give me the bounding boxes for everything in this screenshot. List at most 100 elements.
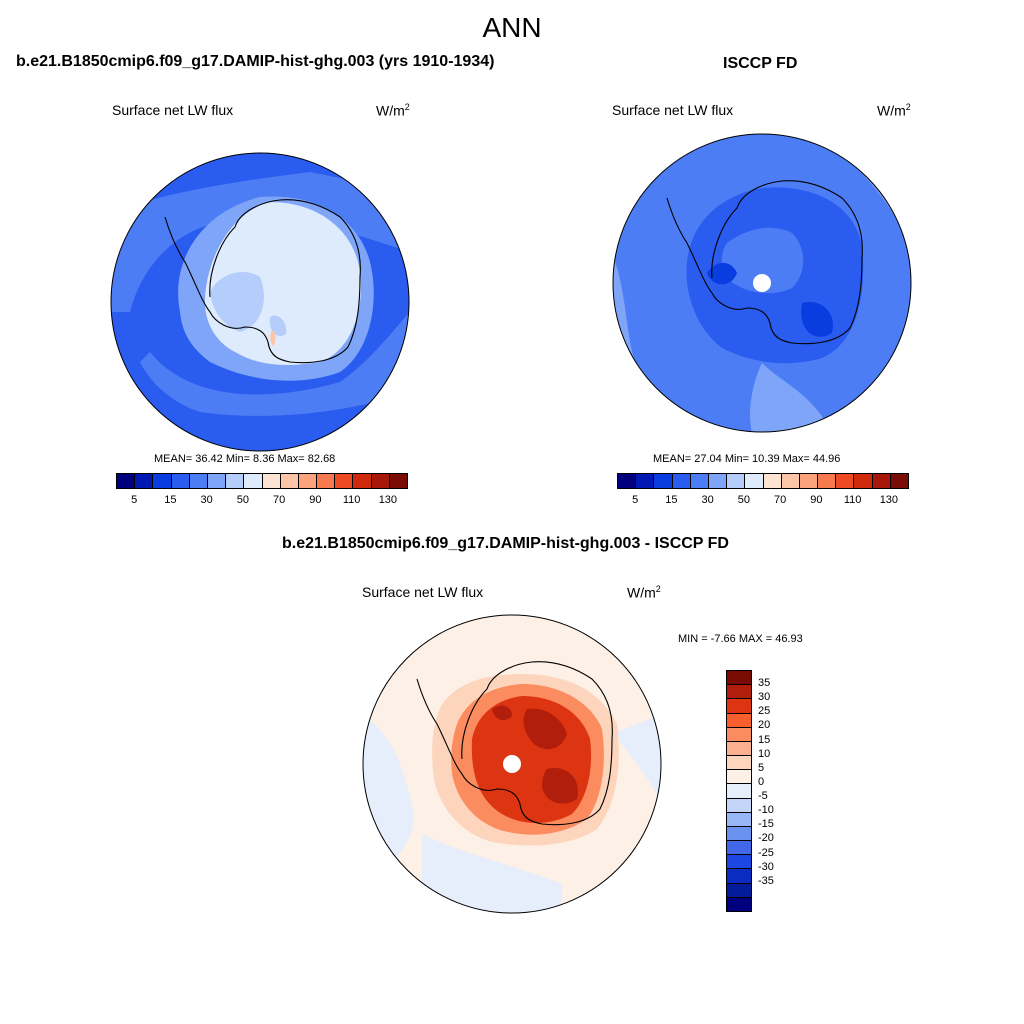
diff-colorbar-tick-label: 25 <box>758 705 771 718</box>
diff-colorbar-tick-label: 15 <box>758 733 771 746</box>
diff-colorbar-tick-label: -15 <box>758 818 774 831</box>
obs-colorbar-ticks: 5 15 30 50 70 90 110 130 <box>617 494 907 508</box>
model-colorbar-swatch <box>371 474 390 488</box>
diff-colorbar-tick-label: -30 <box>758 860 774 873</box>
diff-colorbar-swatch <box>727 812 751 827</box>
diff-colorbar-swatch <box>727 841 751 856</box>
obs-pole-hole <box>753 274 771 292</box>
obs-light-band-south <box>750 363 832 432</box>
diff-colorbar-swatch <box>727 897 751 911</box>
model-colorbar-swatch <box>117 474 136 488</box>
diff-colorbar-swatch <box>727 727 751 742</box>
obs-interior-patch <box>721 227 804 294</box>
model-colorbar-tick-label: 90 <box>309 494 322 506</box>
obs-colorbar-swatch <box>672 474 691 488</box>
diff-colorbar-tick-label: 0 <box>758 775 765 788</box>
diff-field-label: Surface net LW flux <box>362 584 484 600</box>
obs-colorbar-tick-label: 30 <box>701 494 714 506</box>
model-colorbar-tick-label: 15 <box>164 494 177 506</box>
diff-colorbar-swatch <box>727 756 751 771</box>
diff-hot-patch-2 <box>542 768 578 804</box>
model-colorbar-tick-label: 70 <box>273 494 286 506</box>
obs-colorbar-tick-label: 110 <box>843 494 862 506</box>
model-colorbar-ticks: 5 15 30 50 70 90 110 130 <box>116 494 406 508</box>
model-colorbar-tick-label: 110 <box>342 494 361 506</box>
model-colorbar-swatch <box>153 474 172 488</box>
diff-colorbar-swatch <box>727 826 751 842</box>
diff-colorbar-tick-label: 5 <box>758 761 765 774</box>
obs-colorbar-swatch <box>781 474 800 488</box>
diff-polar-map <box>362 614 662 914</box>
obs-colorbar-swatch <box>690 474 709 488</box>
obs-colorbar-swatch <box>799 474 819 488</box>
model-colorbar-tick-label: 50 <box>236 494 249 506</box>
obs-dark-patch <box>801 302 833 337</box>
model-colorbar-swatch <box>317 474 336 488</box>
figure-title: ANN <box>482 12 542 43</box>
model-colorbar-swatch <box>353 474 372 488</box>
diff-colorbar-swatch <box>727 855 751 870</box>
model-colorbar-swatch <box>298 474 318 488</box>
model-colorbar-swatch <box>280 474 299 488</box>
model-colorbar-swatch <box>135 474 154 488</box>
diff-colorbar-tick-label: -10 <box>758 804 774 817</box>
diff-colorbar-swatch <box>727 741 751 757</box>
model-coastline <box>164 199 361 364</box>
model-colorbar-tick-label: 5 <box>131 494 138 506</box>
obs-colorbar-tick-label: 130 <box>879 494 899 506</box>
obs-colorbar-tick-label: 90 <box>810 494 823 506</box>
obs-polar-map <box>612 133 912 433</box>
obs-colorbar-swatch <box>727 474 746 488</box>
diff-panel-title: b.e21.B1850cmip6.f09_g17.DAMIP-hist-ghg.… <box>282 535 729 552</box>
model-colorbar-swatch <box>244 474 263 488</box>
diff-colorbar-swatch <box>727 883 751 898</box>
obs-units-label: W/m2 <box>877 102 911 119</box>
diff-colorbar-tick-label: -5 <box>758 790 768 803</box>
obs-dark-patch-2 <box>707 262 737 285</box>
diff-colorbar-tick-label: 20 <box>758 719 771 732</box>
diff-stats-label: MIN = -7.66 MAX = 46.93 <box>678 633 803 645</box>
obs-colorbar-swatch <box>854 474 873 488</box>
obs-colorbar-swatch <box>763 474 782 488</box>
obs-colorbar-swatch <box>708 474 728 488</box>
model-field-label: Surface net LW flux <box>112 102 234 118</box>
obs-colorbar-tick-label: 70 <box>774 494 787 506</box>
diff-colorbar-tick-label: 10 <box>758 747 771 760</box>
diff-colorbar-tick-label: -25 <box>758 846 774 859</box>
diff-hot-patch-1 <box>523 708 567 750</box>
obs-colorbar-swatch <box>818 474 837 488</box>
diff-hot-patch-3 <box>492 705 512 721</box>
model-band-north <box>111 172 409 312</box>
obs-coastline <box>666 180 863 345</box>
diff-colorbar <box>726 670 752 912</box>
obs-colorbar-swatch <box>654 474 673 488</box>
model-polar-map <box>110 152 410 452</box>
model-interior-patch-2 <box>269 315 287 337</box>
model-colorbar <box>116 473 408 489</box>
diff-pole-hole <box>503 755 521 773</box>
model-colorbar-swatch <box>189 474 208 488</box>
diff-colorbar-tick-label: 30 <box>758 691 771 704</box>
model-colorbar-swatch <box>389 474 407 488</box>
diff-colorbar-swatch <box>727 713 751 728</box>
model-units-label: W/m2 <box>376 102 410 119</box>
diff-colorbar-tick-label: -20 <box>758 832 774 845</box>
model-stats-label: MEAN= 36.42 Min= 8.36 Max= 82.68 <box>154 453 336 465</box>
diff-colorbar-swatch <box>727 671 751 686</box>
diff-colorbar-swatch <box>727 770 751 785</box>
model-panel-title: b.e21.B1850cmip6.f09_g17.DAMIP-hist-ghg.… <box>16 53 495 70</box>
obs-colorbar-tick-label: 50 <box>737 494 750 506</box>
diff-colorbar-swatch <box>727 798 751 813</box>
obs-panel-title: ISCCP FD <box>723 55 798 72</box>
obs-colorbar-swatch <box>872 474 891 488</box>
obs-colorbar-swatch <box>745 474 764 488</box>
diff-colorbar-swatch <box>727 685 751 700</box>
model-band-south <box>140 312 409 416</box>
diff-coastline <box>416 661 613 826</box>
model-colorbar-swatch <box>171 474 190 488</box>
diff-colorbar-tick-label: -35 <box>758 874 774 887</box>
model-colorbar-tick-label: 30 <box>200 494 213 506</box>
obs-colorbar-swatch <box>618 474 637 488</box>
model-colorbar-swatch <box>335 474 354 488</box>
model-colorbar-swatch <box>226 474 245 488</box>
